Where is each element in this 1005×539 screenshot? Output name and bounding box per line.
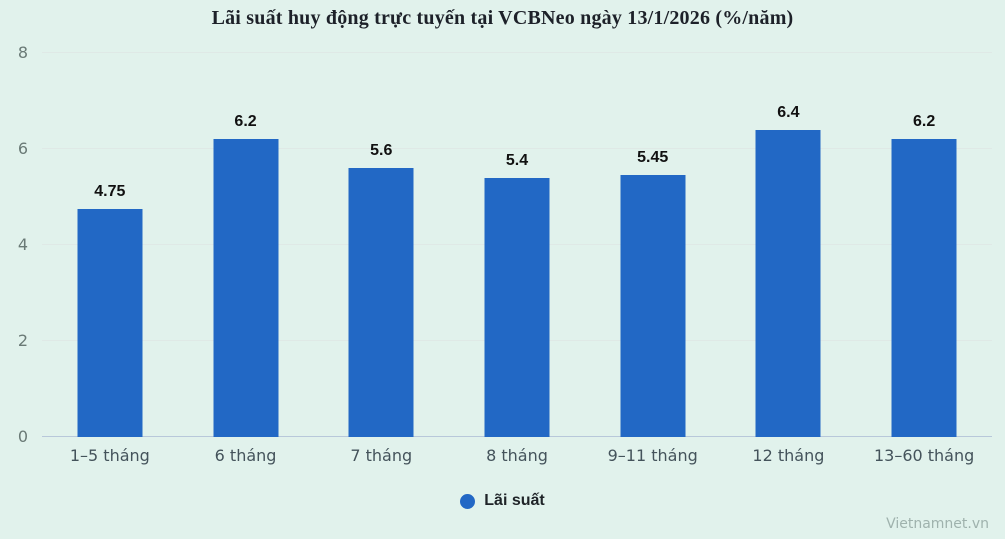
y-axis-tick-label: 6 <box>17 139 28 158</box>
legend-item[interactable]: Lãi suất <box>460 492 545 510</box>
bar-group: 4.75 1–5 tháng <box>42 53 178 465</box>
bar[interactable] <box>891 139 957 437</box>
bar[interactable] <box>77 209 143 437</box>
x-axis-label: 6 tháng <box>214 446 277 465</box>
bar-value-label: 6.2 <box>234 113 257 131</box>
bar[interactable] <box>620 175 686 437</box>
gridline <box>42 52 992 53</box>
bar-group: 6.2 13–60 tháng <box>856 53 992 465</box>
x-axis-label: 12 tháng <box>752 446 825 465</box>
x-axis-label: 13–60 tháng <box>873 446 975 465</box>
y-axis-tick-label: 8 <box>17 43 28 62</box>
bar-group: 5.4 8 tháng <box>449 53 585 465</box>
bar-value-label: 5.45 <box>637 149 669 167</box>
bar-value-label: 4.75 <box>94 183 126 200</box>
bar[interactable] <box>755 129 821 437</box>
legend: Lãi suất <box>0 492 1005 510</box>
bar-group: 6.4 12 tháng <box>721 53 857 465</box>
bar-value-label: 6.4 <box>777 103 800 121</box>
plot-area: 0 2 4 6 8 4.75 1–5 tháng 6.2 6 tháng 5.6 7 tháng 5.… <box>18 45 992 465</box>
x-axis-label: 1–5 tháng <box>69 446 150 465</box>
bar-value-label: 5.4 <box>505 151 529 169</box>
y-axis-tick-label: 4 <box>17 235 28 254</box>
bar-value-label: 6.2 <box>913 113 936 131</box>
x-axis-label: 9–11 tháng <box>607 446 698 465</box>
bar[interactable] <box>348 168 414 437</box>
y-axis-tick-label: 0 <box>17 427 28 446</box>
bar[interactable] <box>484 177 550 437</box>
legend-marker-icon <box>460 493 476 509</box>
bar-value-label: 5.6 <box>370 142 393 160</box>
x-axis-label: 8 tháng <box>486 446 548 465</box>
legend-label: Lãi suất <box>484 492 545 509</box>
chart-title: Lãi suất huy động trực tuyến tại VCBNeo … <box>211 7 794 29</box>
gridline <box>42 148 992 149</box>
watermark: Vietnamnet.vn <box>886 516 989 532</box>
y-axis-tick-label: 2 <box>17 331 28 350</box>
bar[interactable] <box>213 139 279 437</box>
bar-group: 6.2 6 tháng <box>178 53 314 465</box>
bar-group: 5.6 7 tháng <box>313 53 449 465</box>
bar-group: 5.45 9–11 tháng <box>585 53 721 465</box>
x-axis-label: 7 tháng <box>350 446 413 465</box>
